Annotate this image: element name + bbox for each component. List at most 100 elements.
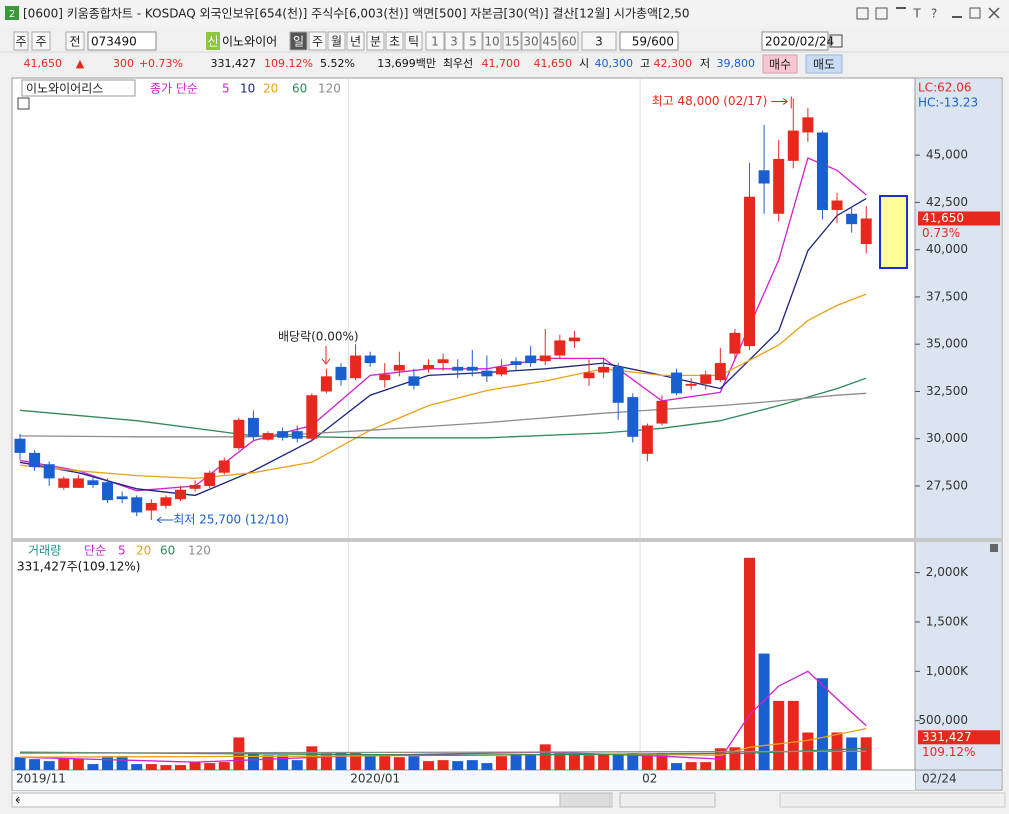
volume-bar (58, 758, 70, 770)
mode-button-box[interactable] (65, 31, 85, 51)
volume-bar (218, 762, 230, 770)
sell-button-box[interactable] (805, 54, 843, 74)
scroll-track[interactable] (11, 792, 613, 808)
volume-bar (860, 737, 872, 770)
volume-bar (466, 760, 478, 770)
count-box[interactable] (619, 31, 679, 51)
sell-button[interactable]: 매도 (813, 58, 835, 72)
volume-bar (598, 754, 610, 770)
y-tick-label: 500,000 (918, 713, 968, 727)
date-box[interactable] (761, 31, 829, 51)
copy-icon[interactable] (875, 7, 888, 20)
period-button[interactable]: 분 (370, 35, 381, 49)
period-button[interactable]: 초 (389, 35, 400, 49)
period-button[interactable]: 주 (312, 35, 323, 49)
volume-bar (160, 765, 172, 770)
period-button-box[interactable] (289, 31, 308, 51)
repeat-select-box[interactable] (581, 31, 617, 51)
interval-button-box[interactable] (540, 31, 560, 51)
pane-close[interactable] (990, 544, 998, 552)
volume-ratio-label: 109.12% (922, 745, 975, 759)
code-input[interactable] (87, 31, 157, 51)
table-icon[interactable] (17, 97, 30, 110)
volume-bar (583, 755, 595, 770)
interval-button[interactable]: 15 (504, 35, 519, 49)
quote-arrow: ▲ (76, 57, 85, 70)
volume-bar (350, 752, 362, 770)
calendar-icon[interactable] (829, 34, 843, 48)
close[interactable] (988, 7, 1000, 19)
interval-button[interactable]: 60 (561, 35, 576, 49)
interval-button[interactable]: 10 (484, 35, 499, 49)
period-button-box[interactable] (385, 31, 404, 51)
period-button[interactable]: 틱 (408, 35, 419, 49)
candle-body (306, 395, 318, 439)
interval-button-box[interactable] (521, 31, 541, 51)
period-button[interactable]: 년 (350, 35, 361, 49)
candle-body (437, 359, 449, 364)
change-tag-label: 0.73% (922, 226, 960, 240)
candle-body (568, 337, 580, 342)
period-button-box[interactable] (404, 31, 423, 51)
volume-bar (612, 754, 624, 770)
buy-button[interactable]: 매수 (769, 58, 791, 72)
ma-label: 종가 단순 (150, 82, 198, 96)
candle-body (116, 496, 128, 500)
font-icon[interactable]: T (912, 7, 921, 21)
x-tick-label: 2020/01 (350, 772, 400, 786)
interval-button[interactable]: 1 (431, 35, 439, 49)
zoom-controls[interactable] (779, 792, 1006, 808)
repeat-select[interactable]: 3 (595, 35, 603, 49)
candle-body (102, 482, 114, 501)
interval-button-box[interactable] (463, 31, 483, 51)
scroll-thumb[interactable] (559, 792, 611, 808)
volume-bar (656, 753, 668, 770)
help-icon[interactable]: ? (931, 7, 937, 21)
interval-button[interactable]: 45 (542, 35, 557, 49)
volume-bar (189, 762, 201, 770)
candle-body (452, 366, 464, 371)
candle-body (218, 460, 230, 473)
y-tick-label: 2,000K (926, 565, 969, 579)
interval-button-box[interactable] (502, 31, 522, 51)
interval-button[interactable]: 30 (523, 35, 538, 49)
link-icon[interactable] (856, 7, 869, 20)
volume-summary: 331,427주(109.12%) (17, 560, 140, 574)
volume-bar (320, 753, 332, 770)
volume-bar (291, 760, 303, 770)
mode-button[interactable]: 전 (69, 35, 80, 49)
period-button[interactable]: 월 (331, 35, 342, 49)
unit-icon[interactable]: 주 (15, 35, 26, 49)
ma-line (19, 750, 867, 754)
maximize[interactable] (969, 7, 981, 19)
unit-select[interactable]: 주 (35, 35, 46, 49)
ma-line (19, 727, 867, 758)
period-button[interactable]: 일 (293, 35, 304, 49)
y-tick-label: 42,500 (926, 195, 968, 209)
interval-button[interactable]: 3 (450, 35, 458, 49)
interval-button-box[interactable] (444, 31, 464, 51)
interval-button-box[interactable] (425, 31, 445, 51)
interval-button-box[interactable] (559, 31, 579, 51)
interval-button[interactable]: 5 (469, 35, 477, 49)
low-annotation: 최저 25,700 (12/10) (173, 512, 289, 526)
buy-button-box[interactable] (762, 54, 798, 74)
quote-trade-value: 13,699백만 (377, 57, 436, 70)
period-button-box[interactable] (327, 31, 346, 51)
title-bar (0, 0, 1009, 27)
scroll-left[interactable] (15, 796, 20, 804)
quote-best-label: 최우선 (443, 57, 473, 70)
period-button-box[interactable] (366, 31, 385, 51)
candle-body (189, 485, 201, 489)
period-button-box[interactable] (346, 31, 365, 51)
candle-body (612, 366, 624, 403)
unit-select-box[interactable] (31, 31, 51, 51)
interval-button-box[interactable] (482, 31, 502, 51)
volume-tag-label: 331,427 (922, 730, 972, 744)
volume-bar (452, 761, 464, 770)
period-button-box[interactable] (308, 31, 327, 51)
unit-icon-box[interactable] (13, 31, 29, 51)
chart-title: 이노와이어리스 (26, 82, 103, 96)
candle-body (174, 489, 186, 500)
playback-controls[interactable] (619, 792, 716, 808)
